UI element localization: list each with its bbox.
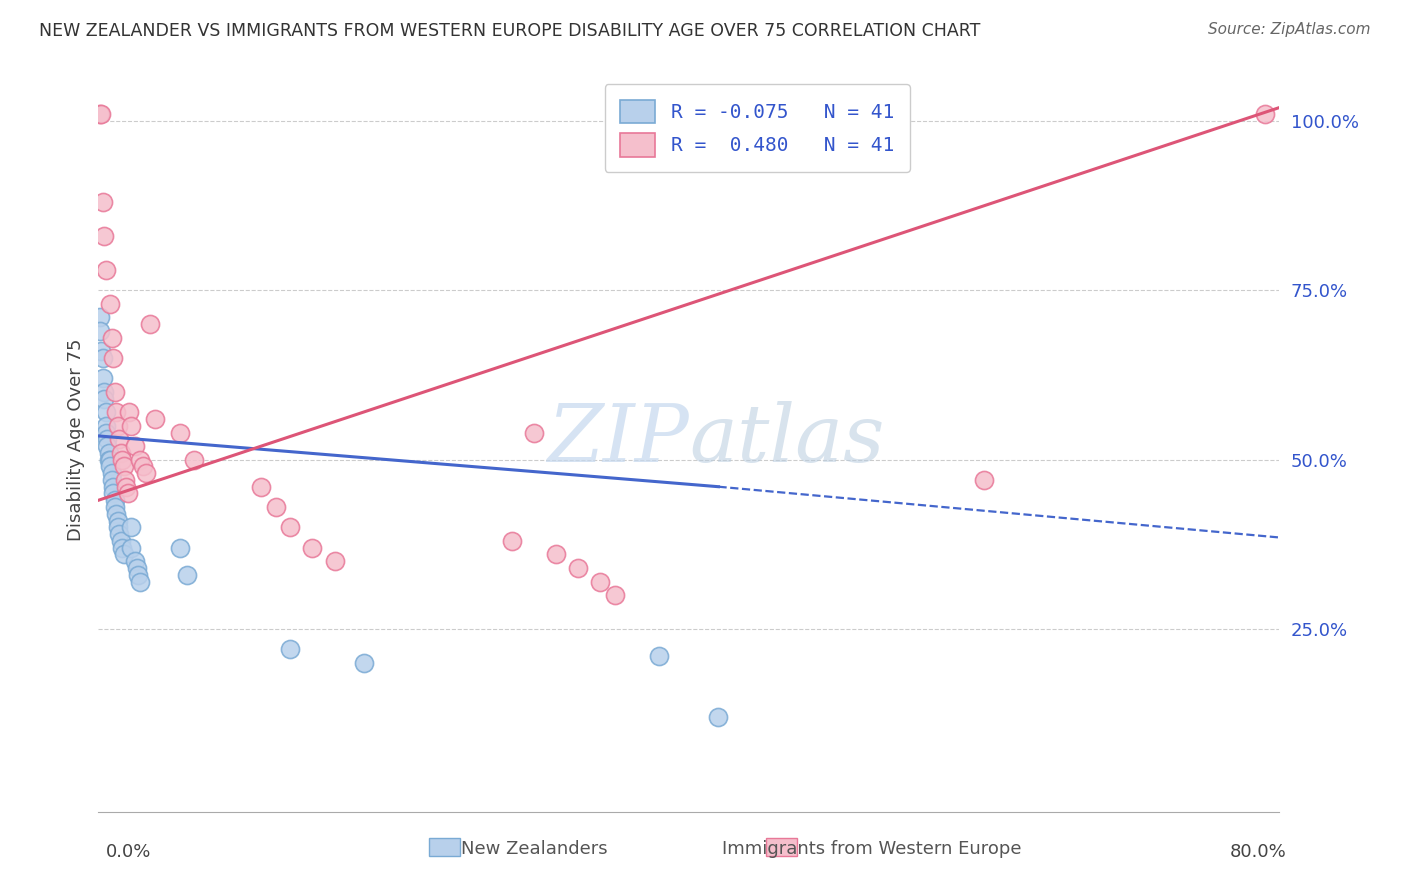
Point [104, 493, 127, 508]
Point [183, 452, 205, 467]
Point [100, 473, 122, 487]
Text: Source: ZipAtlas.com: Source: ZipAtlas.com [1208, 22, 1371, 37]
Point [107, 514, 129, 528]
Point [93, 384, 115, 399]
Point [91, 371, 114, 385]
Point [120, 541, 142, 555]
Point [104, 384, 127, 399]
Point [96, 439, 118, 453]
Point [108, 433, 131, 447]
Point [973, 473, 995, 487]
Point [98, 452, 121, 467]
Point [139, 317, 162, 331]
Point [127, 567, 149, 582]
Point [103, 486, 125, 500]
Point [100, 466, 122, 480]
Point [117, 486, 139, 500]
Point [107, 520, 129, 534]
Point [96, 433, 118, 447]
Point [103, 351, 125, 365]
Point [105, 405, 128, 419]
Point [169, 425, 191, 440]
Point [91, 351, 114, 365]
Text: NEW ZEALANDER VS IMMIGRANTS FROM WESTERN EUROPE DISABILITY AGE OVER 75 CORRELATI: NEW ZEALANDER VS IMMIGRANTS FROM WESTERN… [39, 22, 981, 40]
Point [98, 459, 121, 474]
Text: 0.0%: 0.0% [105, 843, 150, 861]
Point [97, 452, 120, 467]
Text: atlas: atlas [689, 401, 884, 478]
Point [301, 541, 323, 555]
Point [567, 561, 589, 575]
Point [648, 648, 671, 663]
Point [264, 500, 287, 514]
Text: Immigrants from Western Europe: Immigrants from Western Europe [721, 840, 1022, 858]
Text: ZIP: ZIP [547, 401, 689, 478]
Point [103, 480, 125, 494]
Text: 80.0%: 80.0% [1230, 843, 1286, 861]
Point [93, 392, 115, 406]
Point [135, 466, 157, 480]
Point [94, 425, 117, 440]
Point [108, 527, 131, 541]
Point [124, 554, 146, 568]
Point [1254, 107, 1277, 121]
Point [90, 107, 112, 121]
Point [111, 541, 134, 555]
Point [111, 452, 134, 467]
Point [280, 642, 302, 657]
Point [93, 229, 115, 244]
Point [523, 425, 546, 440]
Point [280, 520, 302, 534]
Point [546, 548, 568, 562]
Point [501, 533, 523, 548]
Point [112, 548, 135, 562]
Point [94, 405, 117, 419]
Point [707, 710, 730, 724]
Point [89, 107, 111, 121]
Point [120, 418, 142, 433]
Point [114, 473, 136, 487]
Text: New Zealanders: New Zealanders [461, 840, 607, 858]
Legend: R = -0.075   N = 41, R =  0.480   N = 41: R = -0.075 N = 41, R = 0.480 N = 41 [605, 84, 910, 172]
Point [124, 439, 146, 453]
Point [143, 412, 166, 426]
Point [112, 459, 135, 474]
Point [110, 533, 132, 548]
Y-axis label: Disability Age Over 75: Disability Age Over 75 [66, 338, 84, 541]
Point [605, 588, 627, 602]
Point [97, 446, 120, 460]
Point [90, 344, 112, 359]
Point [589, 574, 612, 589]
Point [353, 656, 375, 670]
Point [104, 500, 127, 514]
Point [250, 480, 273, 494]
Point [107, 418, 129, 433]
Point [91, 195, 114, 210]
Point [128, 452, 150, 467]
Point [98, 297, 121, 311]
Point [176, 567, 198, 582]
Point [118, 405, 141, 419]
Point [323, 554, 346, 568]
Point [110, 446, 132, 460]
Point [120, 520, 142, 534]
Point [128, 574, 150, 589]
Point [125, 561, 148, 575]
Point [132, 459, 155, 474]
Point [115, 480, 138, 494]
Point [89, 324, 111, 338]
Point [89, 310, 111, 325]
Point [94, 418, 117, 433]
Point [100, 331, 122, 345]
Point [169, 541, 191, 555]
Point [94, 263, 117, 277]
Point [105, 507, 128, 521]
